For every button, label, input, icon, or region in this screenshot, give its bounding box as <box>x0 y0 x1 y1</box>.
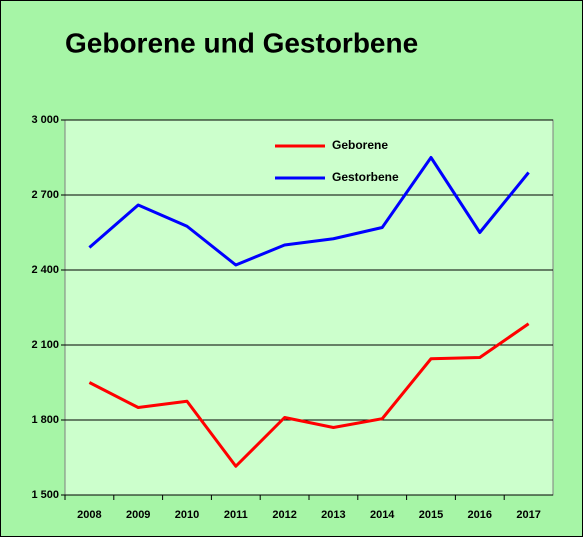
legend-label: Geborene <box>332 138 388 152</box>
y-tick-label: 1 500 <box>31 489 59 501</box>
x-tick-label: 2009 <box>126 509 150 521</box>
chart-title: Geborene und Gestorbene <box>65 27 418 58</box>
y-tick-label: 1 800 <box>31 414 59 426</box>
x-tick-label: 2015 <box>419 509 443 521</box>
x-tick-label: 2008 <box>77 509 101 521</box>
y-tick-label: 2 400 <box>31 264 59 276</box>
series-line <box>88 156 530 267</box>
x-tick-label: 2016 <box>468 509 492 521</box>
x-tick-label: 2014 <box>370 509 395 521</box>
y-tick-label: 3 000 <box>31 114 59 126</box>
x-tick-label: 2017 <box>516 509 540 521</box>
series-line <box>88 322 530 468</box>
x-tick-label: 2011 <box>224 509 248 521</box>
x-tick-label: 2012 <box>272 509 296 521</box>
y-tick-label: 2 100 <box>31 339 59 351</box>
plot-area <box>64 119 554 496</box>
y-tick-label: 2 700 <box>31 189 59 201</box>
legend-label: Gestorbene <box>332 170 399 184</box>
x-tick-label: 2010 <box>175 509 199 521</box>
x-tick-label: 2013 <box>321 509 345 521</box>
